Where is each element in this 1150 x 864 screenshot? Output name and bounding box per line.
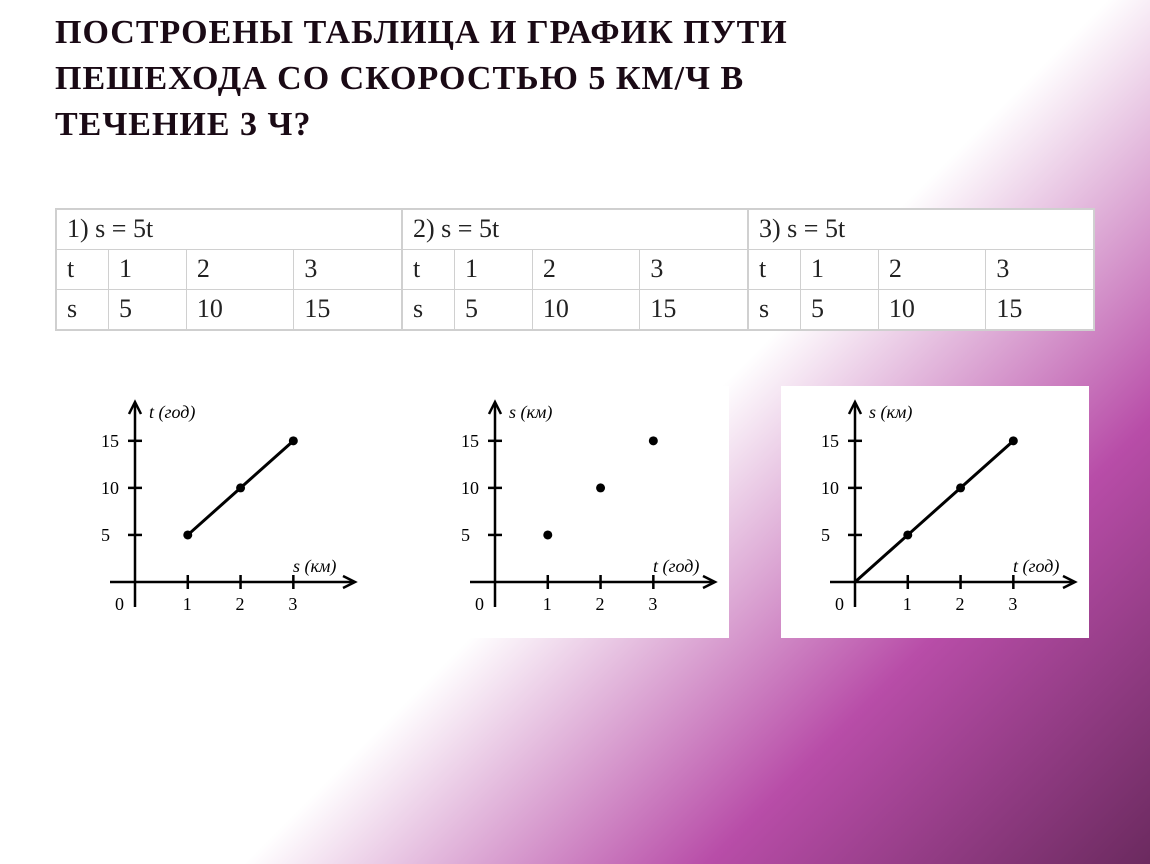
cell: 15 <box>640 289 748 329</box>
row-label: s <box>403 289 455 329</box>
data-table-3: 3) s = 5t t 1 2 3 s 5 10 15 <box>748 209 1094 330</box>
cell: 10 <box>532 289 640 329</box>
data-table-2: 2) s = 5t t 1 2 3 s 5 10 15 <box>402 209 748 330</box>
svg-text:t (год): t (год) <box>1013 556 1059 577</box>
cell: 10 <box>186 289 294 329</box>
chart-1: 5 10 15 1 2 3 0 t (год) s (км) <box>61 386 369 638</box>
chart-2: 5 10 15 1 2 3 0 s (км) t (год) <box>421 386 729 638</box>
svg-text:3: 3 <box>288 594 297 614</box>
cell: 2 <box>878 249 986 289</box>
cell: 15 <box>294 289 402 329</box>
cell: 1 <box>455 249 533 289</box>
charts-row: 510151230t (год)s (км) 510151230s (км)t … <box>40 386 1110 638</box>
row-label: t <box>749 249 801 289</box>
cell: 3 <box>640 249 748 289</box>
chart-3: 5 10 15 1 2 3 0 s (км) t (год) <box>781 386 1089 638</box>
svg-text:1: 1 <box>903 594 912 614</box>
svg-text:0: 0 <box>115 594 124 614</box>
svg-text:10: 10 <box>821 478 839 498</box>
cell: 2 <box>532 249 640 289</box>
svg-text:0: 0 <box>475 594 484 614</box>
svg-text:1: 1 <box>183 594 192 614</box>
row-label: s <box>749 289 801 329</box>
heading-line: ПЕШЕХОДА СО СКОРОСТЬЮ 5 КМ/Ч В <box>55 56 1110 102</box>
tables-row: 1) s = 5t t 1 2 3 s 5 10 15 2) s = 5t t … <box>55 208 1095 331</box>
data-table-1: 1) s = 5t t 1 2 3 s 5 10 15 <box>56 209 402 330</box>
svg-text:s (км): s (км) <box>509 402 552 423</box>
cell: 3 <box>294 249 402 289</box>
cell: 10 <box>878 289 986 329</box>
svg-text:t (год): t (год) <box>149 402 195 423</box>
svg-text:3: 3 <box>1008 594 1017 614</box>
svg-text:5: 5 <box>101 525 110 545</box>
cell: 2 <box>186 249 294 289</box>
svg-text:t (год): t (год) <box>653 556 699 577</box>
svg-text:5: 5 <box>461 525 470 545</box>
cell: 5 <box>455 289 533 329</box>
svg-text:2: 2 <box>956 594 965 614</box>
svg-text:10: 10 <box>461 478 479 498</box>
svg-text:15: 15 <box>821 430 839 450</box>
svg-text:3: 3 <box>648 594 657 614</box>
heading-line: ТЕЧЕНИЕ 3 Ч? <box>55 102 1110 148</box>
formula-cell: 3) s = 5t <box>749 209 1094 249</box>
svg-text:2: 2 <box>596 594 605 614</box>
cell: 15 <box>986 289 1094 329</box>
formula-cell: 2) s = 5t <box>403 209 748 249</box>
svg-text:s (км): s (км) <box>869 402 912 423</box>
svg-text:15: 15 <box>101 430 119 450</box>
formula-cell: 1) s = 5t <box>57 209 402 249</box>
svg-text:10: 10 <box>101 478 119 498</box>
heading-line: ПОСТРОЕНЫ ТАБЛИЦА И ГРАФИК ПУТИ <box>55 10 1110 56</box>
cell: 5 <box>109 289 187 329</box>
svg-text:0: 0 <box>835 594 844 614</box>
svg-text:1: 1 <box>543 594 552 614</box>
svg-text:2: 2 <box>236 594 245 614</box>
question-heading: ПОСТРОЕНЫ ТАБЛИЦА И ГРАФИК ПУТИ ПЕШЕХОДА… <box>0 0 1150 168</box>
cell: 5 <box>801 289 879 329</box>
svg-text:5: 5 <box>821 525 830 545</box>
svg-text:15: 15 <box>461 430 479 450</box>
svg-text:s (км): s (км) <box>293 556 336 577</box>
cell: 3 <box>986 249 1094 289</box>
cell: 1 <box>801 249 879 289</box>
row-label: t <box>403 249 455 289</box>
row-label: t <box>57 249 109 289</box>
row-label: s <box>57 289 109 329</box>
cell: 1 <box>109 249 187 289</box>
